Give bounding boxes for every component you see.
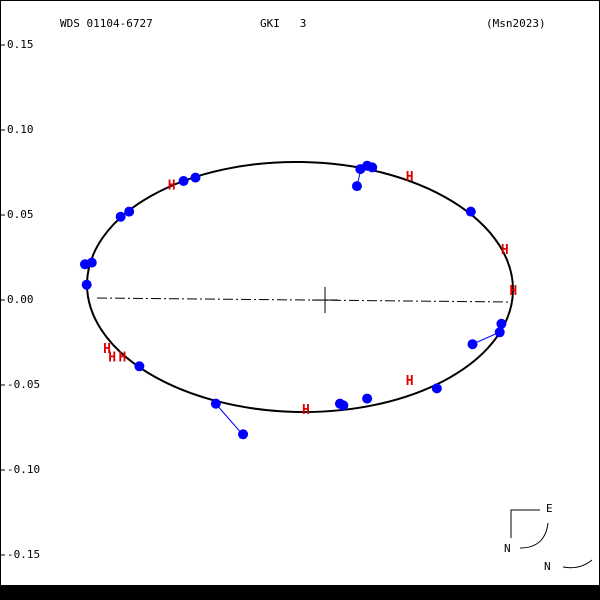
- observation-point: [86, 257, 97, 268]
- compass-arrow: [519, 522, 549, 549]
- y-tick-label: 0.00: [7, 293, 34, 306]
- compass-label: N: [504, 542, 511, 555]
- chart-title: WDS 01104-6727: [60, 17, 153, 30]
- measure-mark: H: [168, 179, 176, 194]
- compass: [510, 509, 540, 538]
- footer-bar: [0, 585, 600, 600]
- residuals: [215, 168, 501, 436]
- y-tick-label: 0.15: [7, 38, 34, 51]
- observation-point: [431, 383, 442, 394]
- observation-point: [115, 211, 126, 222]
- observation-point: [124, 206, 135, 217]
- observation-point: [238, 429, 249, 440]
- measure-mark: H: [118, 350, 126, 365]
- observation-point: [494, 327, 505, 338]
- observation-point: [210, 398, 221, 409]
- measure-mark: H: [509, 284, 517, 299]
- observation-point: [178, 176, 189, 187]
- observation-point: [362, 393, 373, 404]
- observation-point: [465, 206, 476, 217]
- annotation: GKI 3: [260, 17, 306, 30]
- measure-mark: H: [108, 350, 116, 365]
- measure-mark: H: [103, 342, 111, 357]
- observation-point: [81, 279, 92, 290]
- compass-label: E: [546, 502, 553, 515]
- annotation: (Msn2023): [486, 17, 546, 30]
- y-tick-label: -0.15: [7, 548, 40, 561]
- motion-arrow: [562, 559, 593, 569]
- orbit: [86, 160, 514, 414]
- observation-point: [467, 339, 478, 350]
- observation-point: [190, 172, 201, 183]
- y-tick-label: 0.10: [7, 123, 34, 136]
- observation-point: [334, 398, 345, 409]
- measure-mark: H: [406, 170, 414, 185]
- compass-label: N: [544, 560, 551, 573]
- observation-point: [496, 318, 507, 329]
- y-tick-label: -0.10: [7, 463, 40, 476]
- y-tick-label: 0.05: [7, 208, 34, 221]
- line-of-nodes: [96, 297, 513, 303]
- measure-mark: H: [501, 243, 509, 258]
- observation-point: [351, 181, 362, 192]
- measure-mark: H: [406, 374, 414, 389]
- observation-point: [367, 162, 378, 173]
- y-tick-label: -0.05: [7, 378, 40, 391]
- observation-point: [134, 361, 145, 372]
- measure-mark: H: [302, 403, 310, 418]
